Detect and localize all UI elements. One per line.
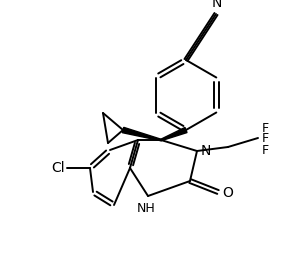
Text: N: N — [212, 0, 222, 10]
Polygon shape — [161, 127, 187, 141]
Text: N: N — [201, 144, 211, 158]
Text: O: O — [222, 186, 233, 200]
Polygon shape — [122, 127, 161, 141]
Text: Cl: Cl — [51, 161, 65, 175]
Text: F: F — [262, 122, 269, 134]
Text: NH: NH — [136, 202, 155, 215]
Text: F: F — [262, 133, 269, 145]
Text: F: F — [262, 144, 269, 156]
